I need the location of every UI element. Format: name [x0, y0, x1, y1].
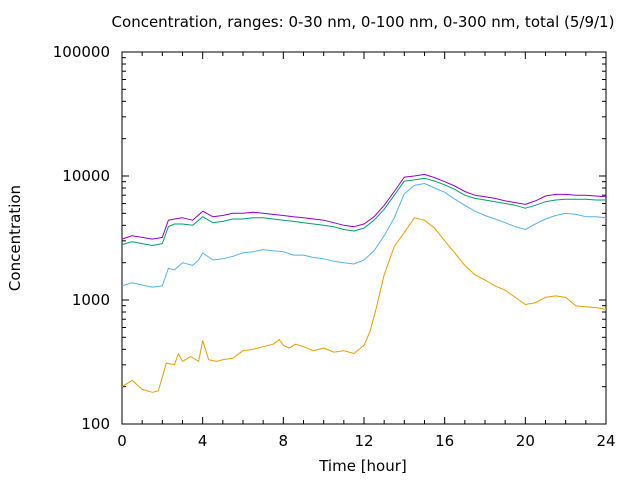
x-axis-label: Time [hour] — [318, 457, 407, 475]
y-tick-label: 100 — [81, 415, 110, 433]
x-tick-label: 16 — [435, 432, 454, 450]
y-tick-label: 1000 — [72, 291, 110, 309]
x-tick-label: 24 — [596, 432, 615, 450]
x-tick-label: 12 — [354, 432, 373, 450]
series-line-2 — [121, 183, 607, 288]
series-line-3 — [121, 177, 606, 246]
axis-ticks: 0 4 8 12 16 20 24 100 1000 10000 100000 — [53, 43, 616, 450]
data-series — [121, 173, 607, 393]
chart-title: Concentration, ranges: 0-30 nm, 0-100 nm… — [112, 13, 615, 31]
y-tick-label: 100000 — [53, 43, 110, 61]
x-tick-label: 20 — [516, 432, 535, 450]
x-tick-label: 0 — [117, 432, 127, 450]
series-line-4 — [121, 173, 607, 240]
x-tick-label: 8 — [279, 432, 289, 450]
y-axis-label: Concentration — [6, 185, 24, 291]
series-line-1 — [121, 217, 607, 393]
y-tick-label: 10000 — [62, 167, 110, 185]
plot-frame — [121, 51, 607, 425]
x-tick-label: 4 — [198, 432, 208, 450]
